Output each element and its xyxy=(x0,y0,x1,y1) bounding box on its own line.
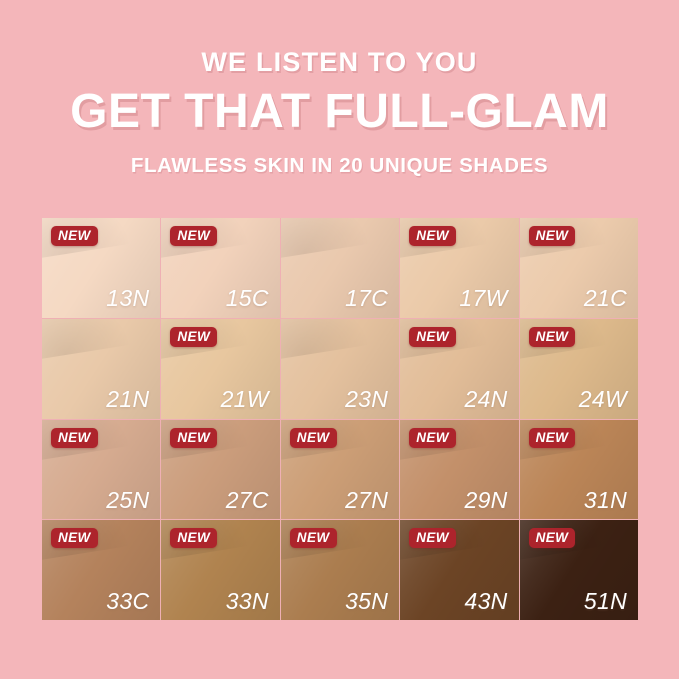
page-title: GET THAT FULL-GLAM xyxy=(70,85,609,139)
shade-swatch[interactable]: 17C xyxy=(280,218,400,318)
new-badge: NEW xyxy=(51,427,98,448)
shade-swatch[interactable]: NEW 29N xyxy=(400,419,519,520)
shade-code-label: 29N xyxy=(464,486,508,513)
shade-code-label: 51N xyxy=(583,587,627,614)
shade-code-label: 27N xyxy=(345,486,389,513)
new-badge: NEW xyxy=(51,528,98,549)
new-badge: NEW xyxy=(289,427,337,448)
shade-code-label: 24W xyxy=(578,386,627,413)
shade-swatch[interactable]: NEW 17W xyxy=(400,218,519,318)
shade-code-label: 21C xyxy=(583,285,627,312)
shade-swatch[interactable]: 23N xyxy=(280,318,400,419)
shade-swatch[interactable]: NEW 25N xyxy=(42,419,161,520)
shade-swatch[interactable]: NEW 21W xyxy=(161,318,280,419)
new-badge: NEW xyxy=(409,427,456,448)
shade-code-label: 27C xyxy=(225,486,269,513)
shade-swatch[interactable]: NEW 24W xyxy=(519,318,638,419)
shade-code-label: 35N xyxy=(345,587,389,614)
shade-swatch[interactable]: NEW 35N xyxy=(280,520,400,620)
shade-swatch[interactable]: NEW 43N xyxy=(400,520,519,620)
shade-swatch[interactable]: NEW 31N xyxy=(519,419,638,520)
shade-swatch[interactable]: NEW 33C xyxy=(42,520,161,620)
new-badge: NEW xyxy=(170,427,218,448)
shade-swatch[interactable]: NEW 27N xyxy=(280,419,400,520)
new-badge: NEW xyxy=(528,528,576,549)
new-badge: NEW xyxy=(409,326,456,347)
shade-code-label: 15C xyxy=(225,285,269,312)
shade-swatch[interactable]: 21N xyxy=(42,318,161,419)
shade-swatch[interactable]: NEW 24N xyxy=(400,318,519,419)
shade-code-label: 25N xyxy=(106,486,150,513)
shade-code-label: 17C xyxy=(345,285,389,312)
shade-swatch[interactable]: NEW 13N xyxy=(42,218,161,318)
new-badge: NEW xyxy=(528,427,576,448)
shade-code-label: 43N xyxy=(464,587,508,614)
shade-code-label: 33N xyxy=(225,587,269,614)
new-badge: NEW xyxy=(528,326,576,347)
new-badge: NEW xyxy=(170,528,218,549)
shade-swatch[interactable]: NEW 21C xyxy=(519,218,638,318)
shade-code-label: 24N xyxy=(464,386,508,413)
new-badge: NEW xyxy=(409,226,456,247)
shade-code-label: 23N xyxy=(345,386,389,413)
shade-swatch[interactable]: NEW 33N xyxy=(161,520,280,620)
shade-code-label: 21N xyxy=(106,386,150,413)
new-badge: NEW xyxy=(170,326,218,347)
shade-code-label: 21W xyxy=(220,386,269,413)
shade-code-label: 31N xyxy=(583,486,627,513)
new-badge: NEW xyxy=(170,226,218,247)
eyebrow-text: WE LISTEN TO YOU xyxy=(201,47,478,77)
subtitle-text: FLAWLESS SKIN IN 20 UNIQUE SHADES xyxy=(130,154,549,178)
new-badge: NEW xyxy=(409,528,456,549)
shade-swatch-grid: NEW 13N NEW 15C 17C NEW 17W NEW 21C 21N NEW 21W 23N N… xyxy=(42,218,638,620)
shade-swatch[interactable]: NEW 15C xyxy=(161,218,280,318)
shade-swatch[interactable]: NEW 27C xyxy=(161,419,280,520)
shade-code-label: 33C xyxy=(106,587,150,614)
shade-code-label: 13N xyxy=(106,285,150,312)
shade-swatch[interactable]: NEW 51N xyxy=(519,520,638,620)
new-badge: NEW xyxy=(289,528,337,549)
shade-code-label: 17W xyxy=(459,285,508,312)
promo-header: WE LISTEN TO YOU GET THAT FULL-GLAM FLAW… xyxy=(0,48,679,178)
new-badge: NEW xyxy=(51,226,98,247)
new-badge: NEW xyxy=(528,226,576,247)
